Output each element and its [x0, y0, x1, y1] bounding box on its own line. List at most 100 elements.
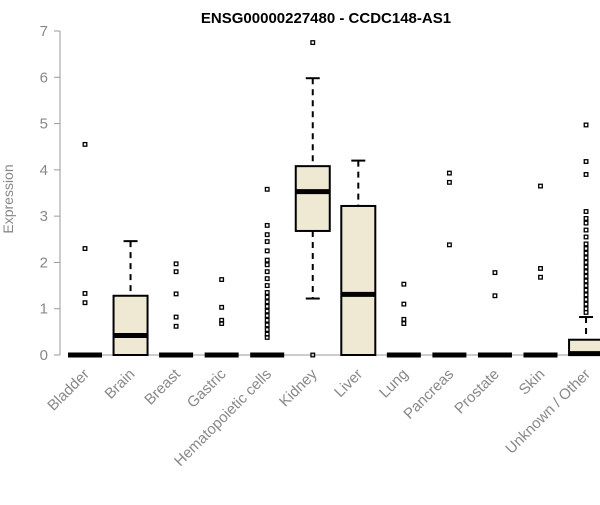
outlier-point — [446, 170, 452, 176]
outlier-point — [219, 317, 225, 323]
outlier-point — [583, 278, 589, 284]
outlier-point — [310, 40, 316, 46]
outlier-point — [492, 270, 498, 276]
box-group — [68, 141, 102, 358]
box-group — [294, 40, 331, 358]
outlier-point — [583, 255, 589, 261]
box-group — [204, 277, 239, 358]
boxes — [68, 40, 600, 358]
outlier-point — [310, 352, 316, 358]
y-tick-label: 0 — [40, 347, 48, 364]
x-tick-label: Bladder — [44, 366, 93, 415]
outlier-point — [82, 300, 88, 306]
outlier-point — [219, 304, 225, 310]
outlier-point — [583, 122, 589, 128]
outlier-point — [492, 293, 498, 299]
x-tick-label: Brain — [102, 366, 139, 403]
outlier-point — [264, 262, 270, 268]
box-group — [250, 186, 285, 358]
box-iqr — [112, 294, 149, 356]
outlier-point — [401, 321, 407, 326]
box-group — [432, 170, 467, 358]
outlier-point — [264, 239, 270, 245]
box-group — [112, 240, 149, 356]
outlier-point — [82, 290, 88, 296]
outlier-point — [173, 314, 179, 320]
outlier-point — [264, 276, 270, 282]
outlier-point — [583, 301, 589, 307]
outlier-point — [583, 297, 589, 302]
outlier-point — [264, 294, 270, 300]
outlier-point — [401, 316, 407, 322]
outlier-point — [264, 303, 270, 309]
outlier-point — [264, 222, 270, 228]
outlier-point — [264, 322, 270, 328]
outlier-point — [583, 234, 589, 240]
outlier-point — [583, 216, 589, 221]
outlier-point — [583, 259, 589, 265]
outlier-point — [173, 291, 179, 297]
outlier-point — [264, 269, 270, 275]
outlier-point — [401, 301, 407, 307]
box-iqr — [340, 204, 377, 356]
outlier-point — [538, 183, 543, 189]
outlier-point — [219, 277, 225, 283]
outlier-point — [173, 323, 179, 329]
outlier-point — [264, 299, 270, 305]
y-tick-label: 3 — [40, 208, 48, 225]
x-tick-label: Prostate — [451, 366, 503, 418]
outlier-point — [583, 159, 589, 164]
outlier-point — [583, 246, 589, 251]
outlier-point — [264, 308, 270, 314]
x-tick-label: Lung — [376, 366, 412, 402]
outlier-point — [173, 269, 179, 275]
outlier-point — [583, 220, 589, 226]
y-tick-label: 7 — [40, 23, 48, 40]
outlier-point — [446, 242, 452, 248]
x-tick-label: Pancreas — [400, 366, 457, 423]
outlier-point — [583, 227, 589, 233]
y-axis-label: Expression — [0, 164, 16, 233]
outlier-point — [538, 265, 543, 271]
outlier-point — [264, 290, 270, 295]
outlier-point — [583, 269, 589, 275]
y-tick-label: 4 — [40, 162, 48, 179]
outlier-point — [583, 283, 589, 289]
box-group — [159, 261, 194, 358]
outlier-point — [538, 274, 543, 280]
box-iqr — [294, 165, 331, 232]
outlier-point — [583, 241, 589, 247]
box-group — [340, 159, 377, 356]
outlier-point — [401, 281, 407, 287]
outlier-point — [583, 306, 589, 312]
outlier-point — [264, 283, 270, 289]
outlier-point — [264, 331, 270, 337]
outlier-point — [583, 287, 589, 293]
outlier-point — [583, 264, 589, 270]
y-tick-label: 1 — [40, 301, 48, 318]
y-tick-label: 2 — [40, 254, 48, 271]
outlier-point — [173, 261, 179, 267]
outlier-point — [82, 141, 88, 147]
box-group — [477, 270, 512, 358]
outlier-point — [583, 273, 589, 279]
outlier-point — [82, 246, 88, 251]
outlier-point — [264, 317, 270, 323]
chart-title: ENSG00000227480 - CCDC148-AS1 — [201, 10, 451, 27]
y-tick-label: 5 — [40, 116, 48, 133]
outlier-point — [264, 313, 270, 319]
outlier-point — [583, 250, 589, 256]
outlier-point — [264, 248, 270, 254]
x-tick-label: Unknown / Other — [502, 366, 594, 458]
outlier-point — [264, 232, 270, 238]
box-group — [523, 183, 558, 358]
x-tick-label: Skin — [516, 366, 549, 399]
box-group — [386, 281, 421, 358]
x-tick-label: Breast — [141, 365, 184, 408]
outlier-point — [583, 209, 589, 214]
box-group — [568, 122, 600, 357]
outlier-point — [583, 172, 589, 177]
